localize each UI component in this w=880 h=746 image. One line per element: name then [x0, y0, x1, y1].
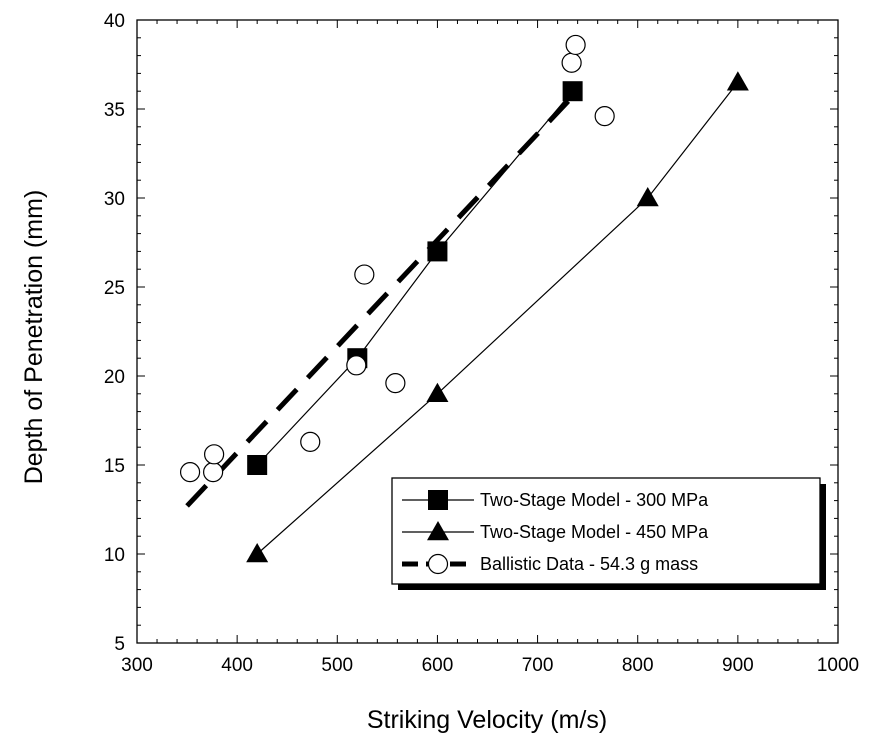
x-tick-label: 900 [722, 655, 754, 676]
series-2-point [726, 71, 749, 91]
series-3-point [204, 444, 225, 465]
series-3-point [565, 34, 586, 56]
legend-entry-3-marker [427, 553, 449, 575]
series-3-point [385, 373, 406, 394]
series-3-point [346, 355, 367, 376]
legend-entry-3-label: Ballistic Data - 54.3 g mass [480, 554, 698, 574]
series-2-line [256, 81, 739, 555]
y-tick-label: 15 [104, 456, 125, 477]
series-3-point [561, 52, 582, 73]
y-tick-label: 10 [104, 545, 125, 566]
series-3-fit-line [185, 89, 580, 508]
series-3-point [179, 462, 201, 483]
series-2-point [636, 187, 659, 207]
series-3-point [203, 462, 224, 483]
series-1-point [427, 241, 448, 262]
y-tick-label: 5 [114, 634, 125, 655]
y-tick-label: 25 [104, 278, 125, 299]
series-1-point [247, 455, 268, 475]
legend-entry-1-marker [428, 490, 448, 510]
y-tick-label: 30 [104, 189, 125, 210]
series-1-point [562, 81, 583, 102]
series-3-point [300, 431, 321, 452]
legend-entry-2-label: Two-Stage Model - 450 MPa [480, 522, 709, 542]
series-3-point [594, 106, 615, 127]
x-tick-label: 400 [221, 655, 253, 676]
x-tick-label: 600 [422, 655, 454, 676]
legend-entry-2-marker [427, 521, 449, 541]
x-tick-label: 1000 [817, 655, 859, 676]
y-axis-title: Depth of Penetration (mm) [20, 190, 48, 485]
series-2-point [426, 382, 449, 403]
legend-entry-1-label: Two-Stage Model - 300 MPa [480, 490, 709, 510]
series-3-point [354, 264, 375, 285]
x-tick-label: 300 [121, 655, 153, 676]
x-tick-label: 800 [622, 655, 654, 676]
plot-area-frame [136, 19, 839, 644]
x-tick-label: 500 [321, 655, 353, 676]
x-tick-label: 700 [522, 655, 554, 676]
y-tick-label: 20 [104, 367, 125, 388]
x-axis-title: Striking Velocity (m/s) [367, 706, 607, 734]
series-2-point [246, 543, 269, 563]
y-tick-label: 35 [104, 100, 125, 121]
y-tick-label: 40 [104, 11, 125, 32]
